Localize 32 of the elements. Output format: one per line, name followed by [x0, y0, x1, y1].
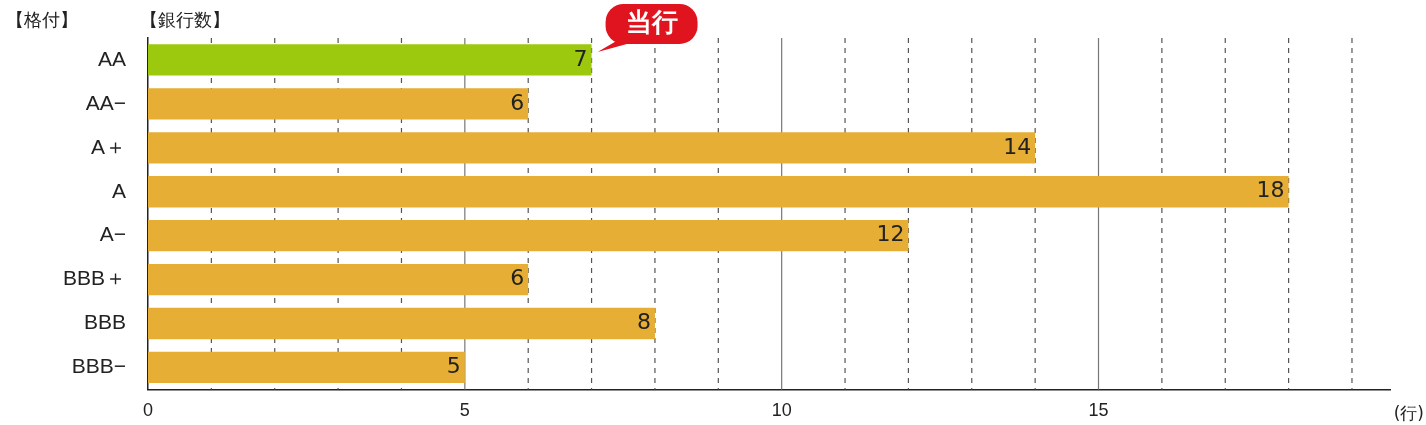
chart-title: 【銀行数】: [140, 8, 230, 32]
bar: [148, 132, 1036, 164]
data-label: 5: [446, 353, 461, 379]
y-tick-label: A: [111, 178, 126, 202]
y-tick-label: AA: [97, 46, 126, 70]
y-tick-label: BBB: [83, 310, 126, 334]
data-label: 18: [1256, 177, 1285, 203]
y-tick-label: BBB−: [71, 354, 126, 378]
x-tick-label: 15: [1088, 400, 1109, 421]
y-tick-label: AA−: [85, 90, 126, 114]
annotation: 当行: [625, 6, 678, 37]
bar: [148, 351, 465, 384]
data-label: 8: [636, 309, 651, 335]
bar: [148, 88, 529, 120]
y-axis-title: 【格付】: [6, 8, 78, 32]
bar: [148, 44, 592, 76]
x-tick-label: 10: [771, 400, 792, 421]
bar: [148, 307, 655, 340]
x-tick-label: 0: [142, 400, 154, 421]
data-label: 6: [510, 265, 525, 291]
data-label: 12: [876, 221, 905, 247]
y-tick-label: BBB＋: [62, 266, 126, 290]
bar: [148, 263, 529, 296]
bar: [148, 176, 1289, 208]
data-label: 7: [573, 45, 588, 71]
x-axis-title: (行): [1393, 402, 1424, 425]
bar: [148, 220, 909, 252]
x-tick-label: 5: [459, 400, 470, 421]
data-label: 14: [1003, 133, 1032, 159]
y-tick-label: A−: [99, 222, 126, 246]
data-label: 6: [510, 89, 525, 115]
y-tick-label: A＋: [90, 134, 126, 158]
